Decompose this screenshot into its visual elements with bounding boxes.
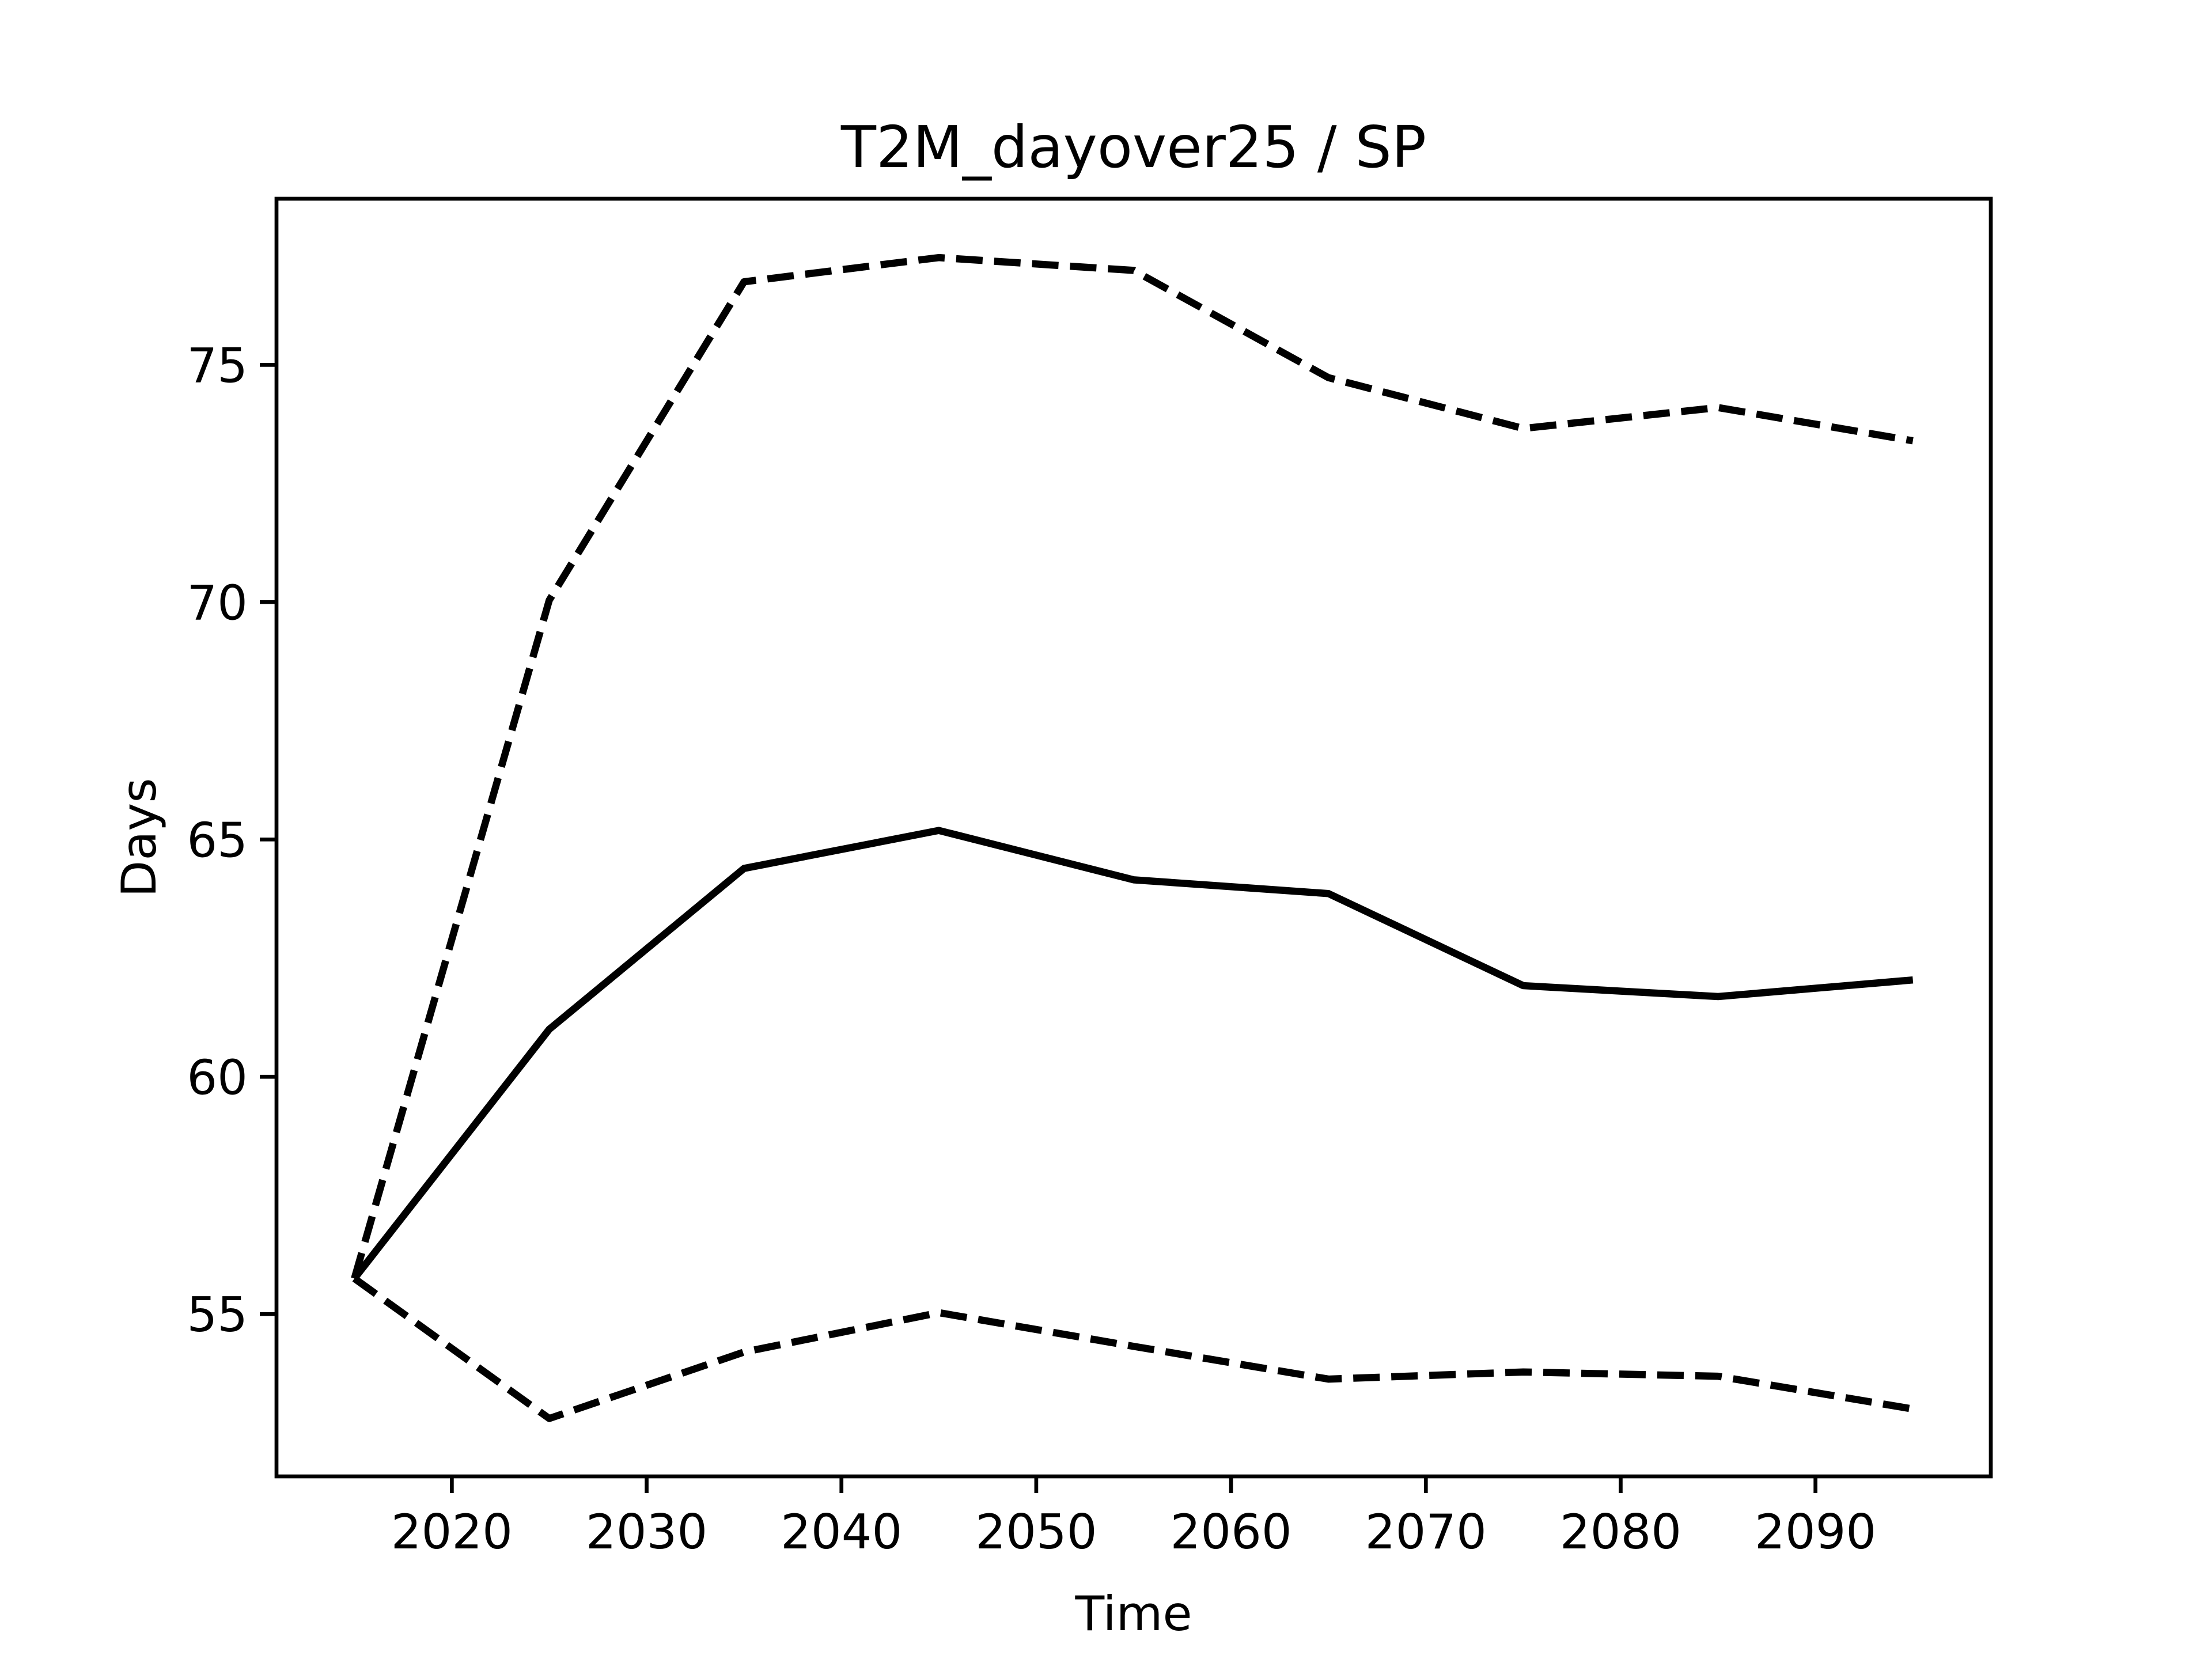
x-tick-label: 2040 (781, 1504, 902, 1560)
y-tick-label: 65 (187, 812, 248, 868)
plot-frame (274, 196, 1993, 1479)
x-axis-label: Time (1074, 1586, 1192, 1642)
line (351, 827, 1914, 1281)
x-tick-label: 2050 (975, 1504, 1097, 1560)
y-tick-label: 70 (187, 575, 248, 631)
x-tick-label: 2090 (1755, 1504, 1876, 1560)
y-tick-label: 55 (187, 1287, 248, 1343)
x-tick-label: 2060 (1170, 1504, 1291, 1560)
y-axis-label: Days (111, 778, 167, 897)
line (351, 253, 1914, 1280)
x-tick-label: 2020 (391, 1504, 513, 1560)
y-tick-label: 60 (187, 1050, 248, 1105)
x-tick-label: 2030 (586, 1504, 707, 1560)
line (352, 1275, 1914, 1422)
x-tick-label: 2070 (1365, 1504, 1487, 1560)
y-tick-label: 75 (187, 338, 248, 393)
chart-title: T2M_dayover25 / SP (840, 113, 1426, 181)
x-tick-label: 2080 (1560, 1504, 1681, 1560)
